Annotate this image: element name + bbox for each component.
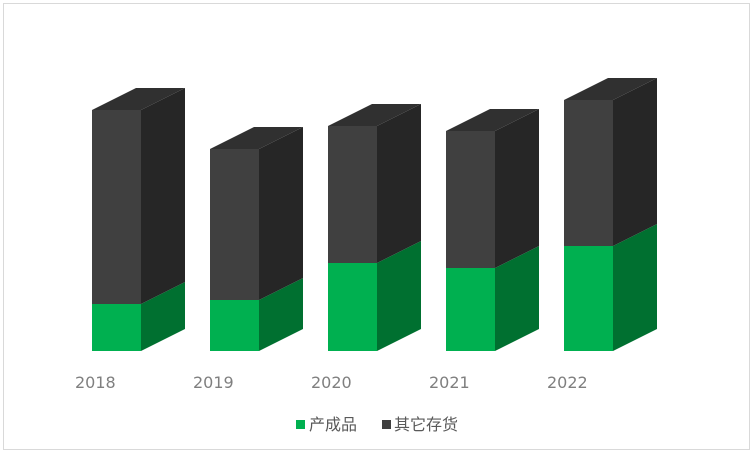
legend-swatch-other-inventory (382, 420, 391, 429)
legend-label-other-inventory: 其它存货 (394, 415, 458, 434)
bar-2020-other-inventory-front (328, 126, 377, 263)
bars-group (92, 78, 657, 351)
x-axis-ticks: 2018 2019 2020 2021 2022 (75, 373, 588, 392)
bar-2021-other-inventory-front (446, 131, 495, 268)
bar-2020-other-inventory-side (377, 104, 421, 263)
bar-stack-2021 (446, 109, 539, 351)
legend-swatch-finished-goods (296, 420, 305, 429)
bar-2020-other-inventory-top (328, 104, 421, 126)
x-tick-label-2022: 2022 (547, 373, 588, 392)
bar-stack-2022 (564, 78, 657, 351)
legend-label-finished-goods: 产成品 (309, 415, 357, 434)
bar-stack-2020 (328, 104, 421, 351)
bar-2022-finished-goods-front (564, 246, 613, 351)
bar-2022-other-inventory-front (564, 100, 613, 246)
x-tick-label-2019: 2019 (193, 373, 234, 392)
bar-2018-finished-goods-side (141, 282, 185, 351)
bar-2018-other-inventory-side (141, 88, 185, 304)
bar-2019-finished-goods-front (210, 300, 259, 351)
x-tick-label-2018: 2018 (75, 373, 116, 392)
bar-2019-other-inventory-top (210, 127, 303, 149)
bar-2021-other-inventory-side (495, 109, 539, 268)
legend: 产成品 其它存货 (296, 415, 458, 434)
x-tick-label-2020: 2020 (311, 373, 352, 392)
bar-2021-finished-goods-side (495, 246, 539, 351)
bar-2018-other-inventory-top (92, 88, 185, 110)
bar-2022-other-inventory-side (613, 78, 657, 246)
bar-2022-finished-goods-side (613, 224, 657, 351)
bar-2018-finished-goods-front (92, 304, 141, 351)
bar-2021-finished-goods-front (446, 268, 495, 351)
bar-2019-other-inventory-side (259, 127, 303, 300)
bar-2020-finished-goods-front (328, 263, 377, 351)
bar-2018-other-inventory-front (92, 110, 141, 304)
bar-2020-finished-goods-side (377, 241, 421, 351)
bar-stack-2019 (210, 127, 303, 351)
bar-stack-2018 (92, 88, 185, 351)
bar-2019-finished-goods-side (259, 278, 303, 351)
bar-2021-other-inventory-top (446, 109, 539, 131)
x-tick-label-2021: 2021 (429, 373, 470, 392)
bar-2019-other-inventory-front (210, 149, 259, 300)
bar-2022-other-inventory-top (564, 78, 657, 100)
